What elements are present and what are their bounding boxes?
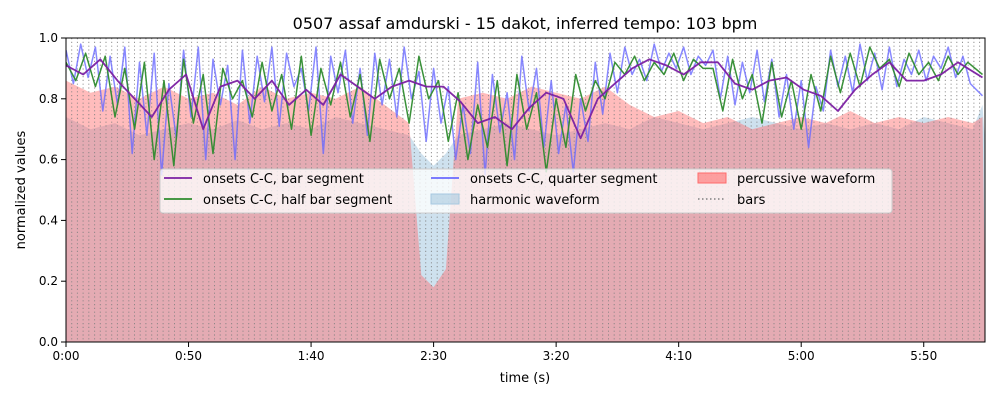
legend-label-bar: onsets C-C, bar segment <box>203 172 364 187</box>
x-tick-label: 5:00 <box>788 349 815 363</box>
x-tick-label: 0:50 <box>175 349 202 363</box>
y-tick-label: 0.6 <box>39 153 58 167</box>
series-line-onsets-c-c-half-bar-segment <box>66 46 983 173</box>
x-axis: 0:00 0:50 1:40 2:30 3:20 4:10 5:00 5:50 <box>53 342 937 363</box>
x-axis-label: time (s) <box>500 371 550 386</box>
y-tick-label: 0.0 <box>39 335 58 349</box>
plot-frame <box>65 37 986 343</box>
legend-label-bars: bars <box>737 193 766 208</box>
x-tick-label: 4:10 <box>665 349 692 363</box>
y-axis: 0.0 0.2 0.4 0.6 0.8 1.0 <box>39 31 66 349</box>
y-tick-label: 1.0 <box>39 31 58 45</box>
legend-label-quarter: onsets C-C, quarter segment <box>470 172 657 187</box>
y-tick-label: 0.8 <box>39 92 58 106</box>
legend-label-half: onsets C-C, half bar segment <box>203 193 392 208</box>
x-tick-label: 3:20 <box>543 349 570 363</box>
x-tick-label: 5:50 <box>910 349 937 363</box>
legend-swatch-harmonic <box>430 193 460 205</box>
chart-title: 0507 assaf amdurski - 15 dakot, inferred… <box>293 14 758 33</box>
y-tick-label: 0.2 <box>39 274 58 288</box>
series-line-onsets-c-c-bar-segment <box>66 58 983 140</box>
x-tick-label: 2:30 <box>420 349 447 363</box>
legend: onsets C-C, bar segment onsets C-C, half … <box>159 168 893 214</box>
legend-label-harmonic: harmonic waveform <box>470 193 600 208</box>
legend-label-percussive: percussive waveform <box>737 172 875 187</box>
area-harmonic-waveform <box>66 104 985 342</box>
x-tick-label: 0:00 <box>53 349 80 363</box>
series-line-onsets-c-c-quarter-segment <box>66 43 984 176</box>
y-tick-label: 0.4 <box>39 213 58 227</box>
legend-swatch-percussive <box>697 172 727 184</box>
y-axis-label: normalized values <box>14 130 29 249</box>
series-layer <box>66 43 984 176</box>
x-tick-label: 1:40 <box>298 349 325 363</box>
